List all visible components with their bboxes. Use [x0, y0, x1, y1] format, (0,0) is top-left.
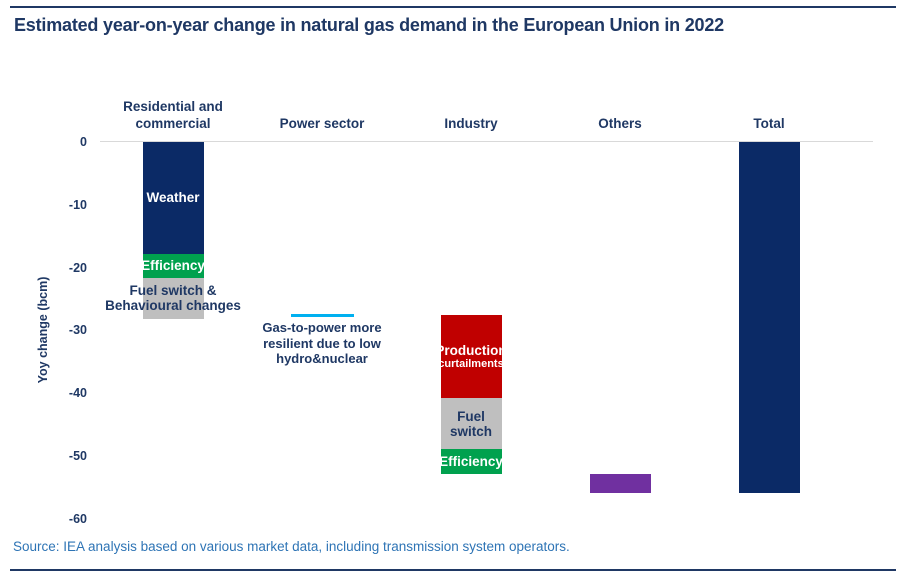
bottom-divider	[10, 569, 896, 571]
y-tick-label: -40	[68, 386, 87, 401]
bar-segment-fuel-switch-behavioural-changes	[142, 277, 204, 320]
y-tick-label: -20	[68, 260, 87, 275]
bar-segment-others	[589, 474, 651, 494]
category-label: Power sector	[279, 116, 365, 131]
bar-segment-efficiency	[440, 449, 502, 474]
bar-segment-fuel-switch	[440, 398, 502, 450]
category-label: Industry	[444, 116, 498, 131]
bar-segment-total	[738, 142, 800, 494]
bar-segment-production	[440, 314, 502, 399]
y-tick-label: -60	[68, 511, 87, 526]
source-note: Source: IEA analysis based on various ma…	[13, 539, 570, 554]
bar-segment-weather	[142, 142, 204, 254]
category-label: Residential and commercial	[123, 99, 223, 131]
power-sector-marker-line	[290, 313, 354, 318]
zero-baseline	[100, 141, 873, 143]
category-label: Total	[753, 116, 785, 131]
bar-segment-efficiency	[142, 253, 204, 278]
power-sector-annotation: Gas-to-power more resilient due to low h…	[262, 320, 382, 367]
category-label: Others	[598, 116, 642, 131]
y-tick-label: -10	[68, 197, 87, 212]
y-tick-label: -30	[68, 323, 87, 338]
y-tick-label: 0	[80, 135, 87, 149]
chart-title: Estimated year-on-year change in natural…	[14, 15, 724, 35]
y-tick-label: -50	[68, 449, 87, 464]
top-divider	[10, 6, 896, 8]
